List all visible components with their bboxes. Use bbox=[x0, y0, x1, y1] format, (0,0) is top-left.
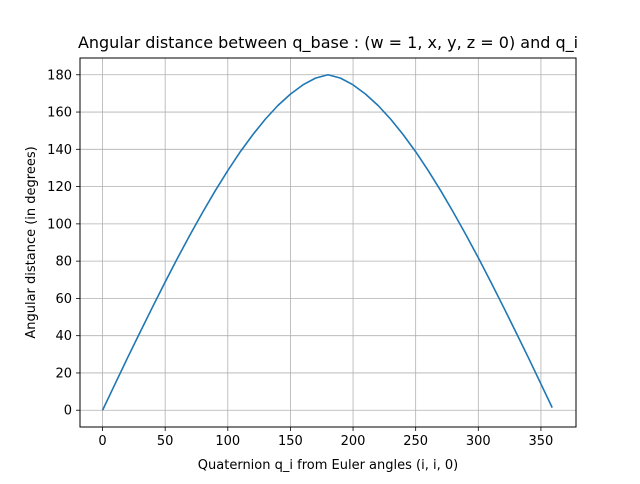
x-tick-label: 50 bbox=[157, 434, 174, 449]
y-tick-label: 20 bbox=[55, 366, 72, 381]
y-tick-label: 120 bbox=[47, 180, 72, 195]
chart-title: Angular distance between q_base : (w = 1… bbox=[78, 33, 578, 53]
y-tick-label: 0 bbox=[64, 404, 72, 419]
plot-area bbox=[80, 58, 576, 427]
x-tick-label: 150 bbox=[278, 434, 303, 449]
series-layer bbox=[101, 73, 553, 411]
y-tick-label: 60 bbox=[55, 292, 72, 307]
y-axis-label: Angular distance (in degrees) bbox=[24, 146, 39, 338]
x-tick-label: 0 bbox=[98, 434, 106, 449]
y-tick-label: 80 bbox=[55, 255, 72, 270]
x-tick-label: 250 bbox=[403, 434, 428, 449]
x-axis-label: Quaternion q_i from Euler angles (i, i, … bbox=[198, 458, 458, 473]
x-tick-label: 200 bbox=[341, 434, 366, 449]
x-tick-label: 100 bbox=[215, 434, 240, 449]
y-tick-label: 100 bbox=[47, 217, 72, 232]
series-line bbox=[101, 73, 553, 411]
y-tick-label: 140 bbox=[47, 143, 72, 158]
x-tick-label: 350 bbox=[529, 434, 554, 449]
axis-ticks: 0 50 100 150 200 250 300 350 0 20 40 60 80 100 120 140 1… bbox=[47, 68, 553, 449]
y-tick-label: 180 bbox=[47, 68, 72, 83]
y-tick-label: 40 bbox=[55, 329, 72, 344]
x-tick-label: 300 bbox=[466, 434, 491, 449]
y-tick-label: 160 bbox=[47, 106, 72, 121]
plot-border bbox=[79, 57, 577, 428]
